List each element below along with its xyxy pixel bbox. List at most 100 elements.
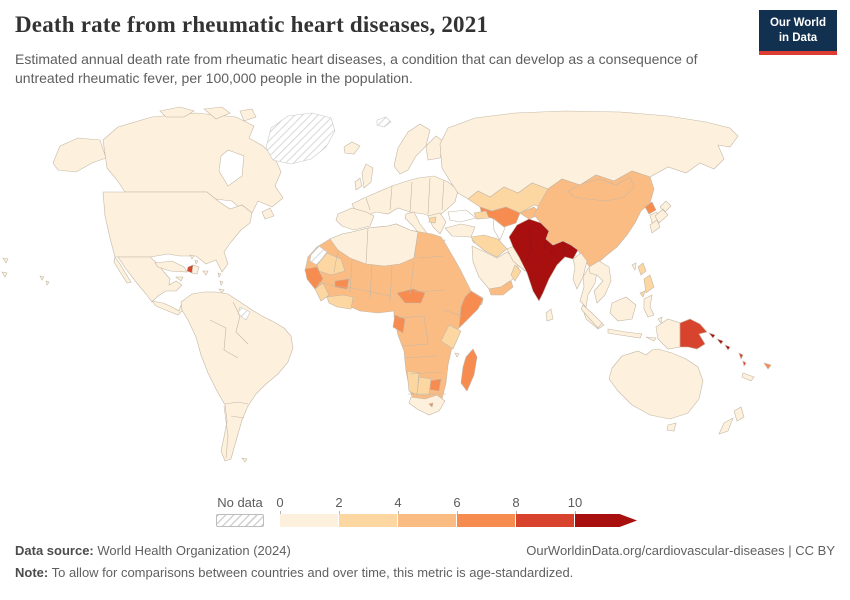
south-asia-internal-borders [526,226,566,262]
map-region-europe-mainland[interactable] [351,175,459,219]
owid-url-link[interactable]: OurWorldinData.org/cardiovascular-diseas… [526,543,835,558]
map-region-scandinavia[interactable] [393,123,431,175]
map-region-newfoundland[interactable] [261,207,275,220]
map-region-borneo[interactable] [609,296,637,322]
map-region-western-sahara[interactable] [309,245,328,266]
map-region-vanuatu[interactable] [738,352,747,367]
map-region-botswana[interactable] [416,376,432,396]
owid-logo[interactable]: Our World in Data [759,10,837,55]
map-region-south-africa[interactable] [408,394,446,416]
map-region-caucasus[interactable] [473,210,490,220]
map-region-sierra-leone-liberia[interactable] [314,282,330,302]
legend-tick-10: 10 [555,495,595,516]
map-region-balkans[interactable] [427,212,447,235]
map-region-somalia[interactable] [458,290,484,329]
map-region-hawaii[interactable] [39,275,50,286]
europe-internal-borders [365,177,445,215]
south-america-internal-borders [209,301,249,459]
data-source-text: World Health Organization (2024) [93,543,291,558]
map-region-edge-fragments[interactable] [1,257,9,278]
map-region-indochina[interactable] [588,260,612,304]
legend-bin-2[interactable] [398,514,457,527]
map-region-japan[interactable] [649,200,672,234]
legend-tick-2: 2 [319,495,359,516]
map-region-fiji[interactable] [763,362,772,370]
legend-bin-4[interactable] [516,514,575,527]
map-region-north-africa[interactable] [329,223,419,267]
map-region-madagascar[interactable] [460,348,478,392]
note-label: Note: [15,565,49,580]
map-region-philippines[interactable] [637,262,655,298]
map-region-lesser-antilles[interactable] [217,272,225,294]
legend-bin-3[interactable] [457,514,516,527]
map-region-ireland[interactable] [354,177,363,191]
world-map [1,106,772,463]
black-sea [447,209,477,223]
owid-logo-line1: Our World [769,17,826,29]
map-region-senegal-guinea[interactable] [304,266,324,290]
map-region-svalbard[interactable] [376,116,392,128]
map-region-sulawesi[interactable] [643,294,655,318]
legend-bin-0[interactable] [280,514,339,527]
map-region-central-america[interactable] [151,300,185,316]
legend-no-data-label: No data [217,495,263,510]
map-region-tasmania[interactable] [666,422,677,432]
map-region-turkey[interactable] [444,223,476,238]
map-region-iberia[interactable] [335,207,375,231]
map-region-new-caledonia[interactable] [741,372,755,382]
map-region-java[interactable] [607,328,643,339]
map-region-australia[interactable] [608,348,704,420]
map-region-new-zealand[interactable] [718,406,745,435]
map-region-sri-lanka[interactable] [545,308,554,322]
map-region-alaska[interactable] [52,137,107,173]
map-region-kenya[interactable] [440,324,462,350]
map-region-west-papua[interactable] [655,318,681,350]
map-region-north-korea[interactable] [644,201,657,215]
map-region-dominican-republic[interactable] [191,264,200,275]
africa-internal-borders [317,227,463,395]
map-region-myanmar[interactable] [572,252,588,290]
map-region-balkan-spot[interactable] [428,216,437,224]
map-region-papua-new-guinea[interactable] [679,318,708,350]
map-region-yemen[interactable] [488,280,514,296]
map-region-lesotho[interactable] [428,402,434,408]
map-region-iceland[interactable] [343,141,361,155]
legend-bin-1[interactable] [339,514,398,527]
map-region-south-america[interactable] [180,291,294,462]
footer: Data source: World Health Organization (… [15,543,835,580]
legend-tick-4: 4 [378,495,418,516]
data-source-line: Data source: World Health Organization (… [15,543,291,558]
chart-title: Death rate from rheumatic heart diseases… [15,12,489,37]
map-region-jamaica[interactable] [175,276,184,282]
map-region-puerto-rico[interactable] [202,270,209,276]
legend-no-data-swatch[interactable] [216,514,264,527]
map-region-cuba[interactable] [154,260,188,273]
map-region-ivory-ghana[interactable] [326,294,354,310]
map-region-syria-iraq[interactable] [470,234,508,258]
hudson-bay [218,149,245,187]
map-region-oman[interactable] [510,264,522,282]
map-region-solomon-islands[interactable] [708,332,731,351]
legend-tick-0: 0 [260,495,300,516]
map-region-mongolia[interactable] [567,176,635,202]
map-region-arctic-islands[interactable] [159,106,257,122]
map-region-united-kingdom[interactable] [361,163,374,189]
owid-logo-line2: in Data [778,31,818,44]
map-region-taiwan[interactable] [631,262,637,271]
legend-tick-8: 8 [496,495,536,516]
map-region-sumatra[interactable] [580,304,603,329]
map-region-falkland-islands[interactable] [241,457,248,463]
data-source-label: Data source: [15,543,94,558]
map-region-comoros[interactable] [454,352,460,358]
legend-bin-5[interactable] [575,514,637,527]
legend-tick-6: 6 [437,495,477,516]
chart-subtitle: Estimated annual death rate from rheumat… [15,51,698,87]
note-text: To allow for comparisons between countri… [48,565,574,580]
note-line: Note: To allow for comparisons between c… [15,565,835,580]
legend-bar [280,514,637,527]
map-region-french-guiana[interactable] [237,306,251,321]
map-region-bahamas[interactable] [189,254,199,265]
map-region-baja-california[interactable] [113,256,132,284]
map-region-greenland[interactable] [265,112,336,165]
